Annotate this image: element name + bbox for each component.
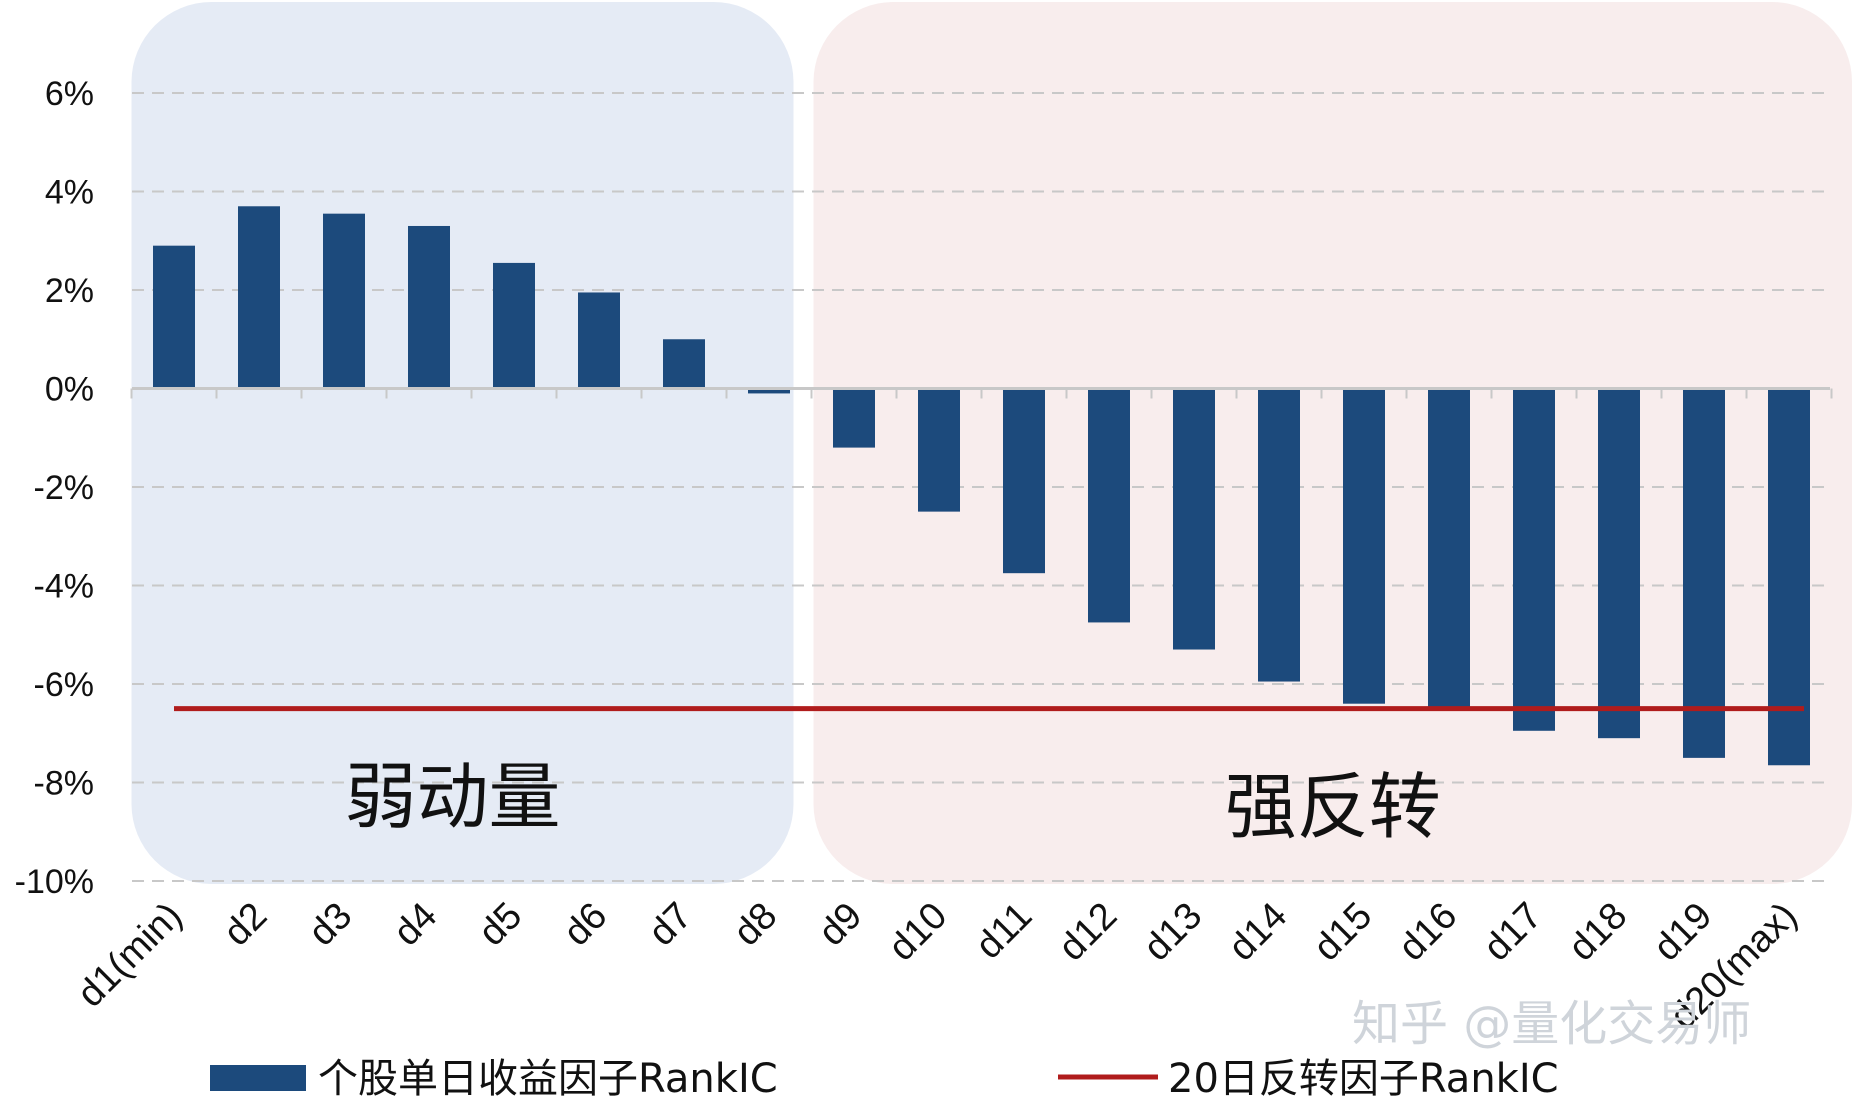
region-2-label: 强反转 [1225,765,1441,849]
legend-bar-label: 个股单日收益因子RankIC [318,1056,778,1099]
bar-d13 [1173,388,1215,650]
y-tick-label-4: -2% [34,469,94,507]
bar-d14 [1258,388,1300,682]
x-tick-label-d2: d2 [216,895,276,955]
bar-d17 [1513,388,1555,731]
x-tick-label-d9: d9 [811,895,871,955]
bar-d12 [1088,388,1130,623]
x-axis [130,387,1833,399]
x-tick-label-d10: d10 [881,895,956,970]
y-tick-labels: 6% 4% 2% 0% -2% -4% -6% -8% -10% [15,75,94,901]
bar-d20(max) [1768,388,1810,766]
region-backgrounds [131,2,1852,884]
x-tick-label-d5: d5 [471,895,531,955]
bar-d6 [578,292,620,389]
y-tick-label-0: 6% [45,75,94,113]
y-tick-label-5: -4% [34,568,94,606]
region-1-label: 弱动量 [344,755,560,839]
bar-d3 [323,213,365,389]
bar-d15 [1343,388,1385,704]
x-tick-label-d1(min): d1(min) [70,895,191,1016]
x-tick-label-d4: d4 [386,895,446,955]
y-tick-label-7: -8% [34,765,94,803]
legend-bar-swatch [210,1065,306,1091]
y-tick-label-2: 2% [45,272,94,310]
bar-d4 [408,225,450,389]
x-tick-label-d8: d8 [726,895,786,955]
bar-d9 [833,388,875,448]
bar-d18 [1598,388,1640,739]
region-labels: 弱动量 强反转 [344,755,1440,849]
bar-d2 [238,206,280,389]
region-1-background [131,2,794,884]
x-tick-label-d6: d6 [556,895,616,955]
bar-d11 [1003,388,1045,574]
bar-d10 [918,388,960,512]
y-tick-label-8: -10% [15,863,94,901]
region-2-background [813,2,1852,884]
bar-d8 [748,388,790,394]
x-tick-label-d3: d3 [301,895,361,955]
bar-d7 [663,339,705,389]
x-tick-label-d19: d19 [1646,895,1721,970]
x-tick-label-d13: d13 [1136,895,1211,970]
x-tick-label-d17: d17 [1476,895,1551,970]
watermark: 知乎 @量化交易师 [1352,996,1751,1052]
bar-d1(min) [153,245,195,389]
y-tick-label-3: 0% [45,371,94,409]
x-tick-label-d14: d14 [1221,895,1296,970]
bar-d16 [1428,388,1470,709]
x-tick-label-d7: d7 [641,895,701,955]
y-tick-label-1: 4% [45,174,94,212]
x-tick-label-d16: d16 [1391,895,1466,970]
x-tick-label-d15: d15 [1306,895,1381,970]
bars [153,206,1810,766]
x-tick-label-d12: d12 [1051,895,1126,970]
bar-d19 [1683,388,1725,758]
y-tick-label-6: -6% [34,666,94,704]
x-tick-label-d18: d18 [1561,895,1636,970]
legend: 个股单日收益因子RankIC 20日反转因子RankIC [210,1056,1559,1099]
bar-d5 [493,262,535,389]
legend-line-label: 20日反转因子RankIC [1168,1056,1559,1099]
x-tick-label-d11: d11 [968,895,1041,968]
